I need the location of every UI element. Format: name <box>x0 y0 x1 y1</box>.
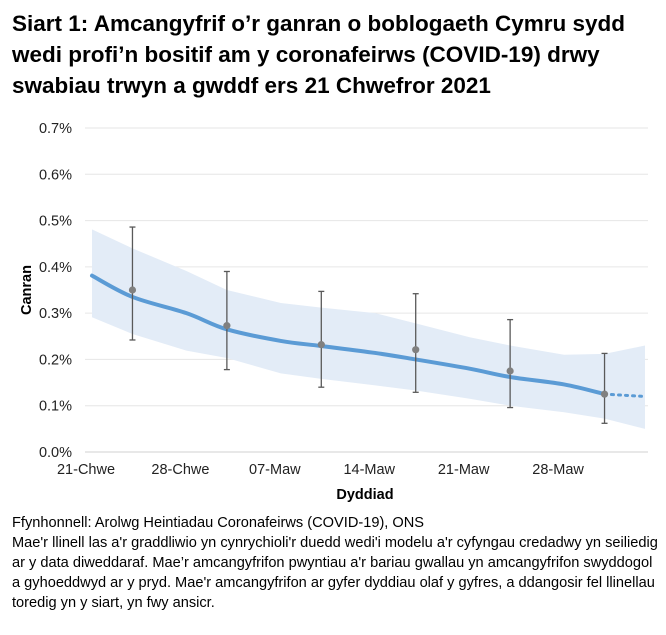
y-tick-label: 0.1% <box>39 399 72 415</box>
point-estimate <box>600 390 609 398</box>
credible-interval-band <box>92 229 645 429</box>
x-tick-label: 07-Maw <box>249 462 301 478</box>
x-tick-label: 21-Maw <box>438 462 490 478</box>
y-tick-label: 0.4% <box>39 260 72 276</box>
y-tick-label: 0.2% <box>39 352 72 368</box>
y-tick-label: 0.7% <box>39 121 72 137</box>
chart-notes: Ffynhonnell: Arolwg Heintiadau Coronafei… <box>12 513 662 613</box>
point-estimate <box>223 322 231 330</box>
x-tick-label: 28-Chwe <box>151 462 209 478</box>
point-estimate <box>317 341 325 349</box>
point-estimate <box>412 346 420 354</box>
point-estimate <box>506 367 514 375</box>
source-note: Ffynhonnell: Arolwg Heintiadau Coronafei… <box>12 515 425 531</box>
y-tick-label: 0.6% <box>39 167 72 183</box>
y-tick-label: 0.0% <box>39 445 72 461</box>
x-tick-label: 28-Maw <box>532 462 584 478</box>
explanatory-note: Mae'r llinell las a'r graddliwio yn cynr… <box>12 535 658 611</box>
chart-plot: 0.0% 0.1% 0.2% 0.3% 0.4% 0.5% 0.6% 0.7% 21-Chwe 2… <box>19 121 648 503</box>
modelled-trend-line <box>90 273 607 397</box>
x-tick-label: 21-Chwe <box>57 462 115 478</box>
point-estimate <box>128 286 137 294</box>
y-tick-label: 0.3% <box>39 306 72 322</box>
y-tick-label: 0.5% <box>39 214 72 230</box>
x-tick-label: 14-Maw <box>343 462 395 478</box>
y-axis-label: Canran <box>19 265 35 315</box>
x-axis-label: Dyddiad <box>336 487 393 503</box>
chart-title: Siart 1: Amcangyfrif o’r ganran o boblog… <box>12 11 626 98</box>
